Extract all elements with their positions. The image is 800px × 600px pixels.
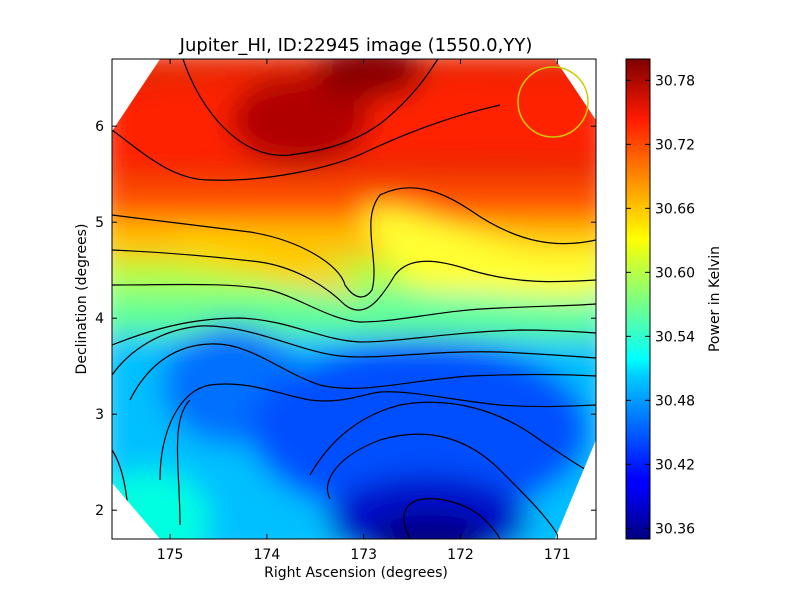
colorbar [625, 58, 651, 540]
x-axis-label: Right Ascension (degrees) [264, 565, 448, 581]
y-tick-label: 5 [95, 215, 104, 231]
y-tick-label: 4 [95, 311, 104, 327]
x-tick-label: 175 [157, 547, 184, 563]
plot-frame [111, 58, 597, 540]
x-tick-label: 174 [254, 547, 281, 563]
colorbar-tick-label: 30.36 [655, 521, 695, 537]
colorbar-ticks: 30.36 30.42 30.48 30.54 30.60 30.66 30.72 30.78 [626, 73, 695, 537]
colorbar-tick-label: 30.60 [655, 265, 695, 281]
x-tick-label: 172 [447, 547, 474, 563]
y-tick-label: 2 [95, 503, 104, 519]
y-tick-label: 6 [95, 119, 104, 135]
colorbar-tick-label: 30.66 [655, 201, 695, 217]
colorbar-tick-label: 30.54 [655, 329, 695, 345]
corner-masks [112, 59, 596, 539]
y-axis-ticks: 2 3 4 5 6 [95, 119, 596, 519]
colorbar-tick-label: 30.48 [655, 393, 695, 409]
colorbar-tick-label: 30.78 [655, 73, 695, 89]
y-tick-label: 3 [95, 407, 104, 423]
heatmap-field [112, 59, 596, 539]
x-tick-label: 173 [350, 547, 377, 563]
y-axis-label: Declination (degrees) [74, 224, 90, 375]
x-axis-ticks: 175 174 173 172 171 [157, 59, 571, 563]
colorbar-tick-label: 30.72 [655, 137, 695, 153]
colorbar-tick-label: 30.42 [655, 457, 695, 473]
chart-title: Jupiter_HI, ID:22945 image (1550.0,YY) [179, 35, 533, 56]
colorbar-label: Power in Kelvin [707, 246, 723, 352]
x-tick-label: 171 [544, 547, 571, 563]
beam-marker-circle [517, 66, 589, 138]
contour-lines [112, 59, 596, 539]
